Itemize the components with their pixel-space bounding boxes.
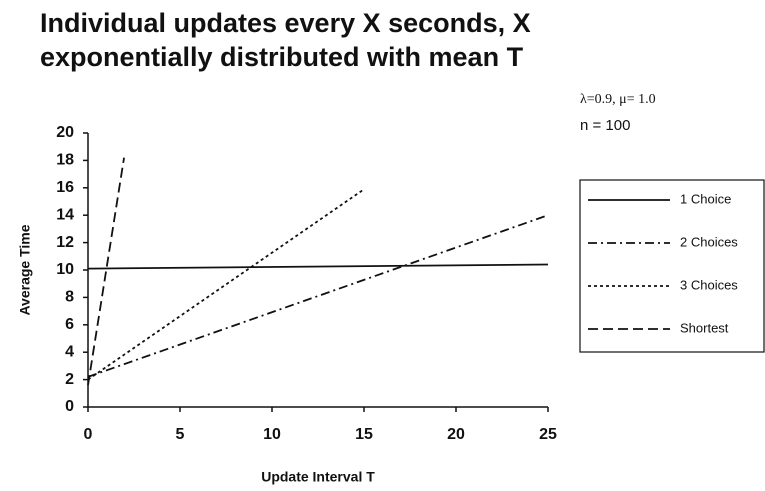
y-tick-label: 20 — [56, 124, 74, 141]
y-tick-label: 18 — [56, 152, 74, 169]
y-axis-label: Average Time — [17, 224, 33, 315]
series-line — [87, 263, 549, 270]
x-tick-label: 5 — [176, 426, 185, 443]
chart-title: Individual updates every X seconds, X ex… — [40, 8, 531, 72]
series-line — [87, 189, 363, 381]
y-tick-label: 14 — [56, 206, 74, 223]
x-tick-label: 10 — [263, 426, 281, 443]
x-axis-label: Update Interval T — [261, 469, 375, 485]
legend-label: 3 Choices — [680, 277, 738, 292]
x-tick-label: 25 — [539, 426, 557, 443]
annotation: n = 100 — [580, 117, 630, 134]
series-line — [87, 157, 125, 386]
legend-label: 1 Choice — [680, 191, 731, 206]
y-tick-label: 12 — [56, 234, 74, 251]
series-line — [87, 214, 549, 378]
annotation: λ=0.9, μ= 1.0 — [580, 92, 656, 107]
y-tick-label: 10 — [56, 261, 74, 278]
legend-label: Shortest — [680, 320, 729, 335]
x-tick-label: 20 — [447, 426, 465, 443]
legend-label: 2 Choices — [680, 234, 738, 249]
y-tick-label: 2 — [65, 371, 74, 388]
y-tick-label: 16 — [56, 179, 74, 196]
y-tick-label: 0 — [65, 398, 74, 415]
x-tick-label: 0 — [84, 426, 93, 443]
x-tick-label: 15 — [355, 426, 373, 443]
legend — [579, 179, 765, 353]
y-tick-label: 8 — [65, 289, 74, 306]
y-tick-label: 4 — [65, 343, 74, 360]
y-tick-label: 6 — [65, 316, 74, 333]
